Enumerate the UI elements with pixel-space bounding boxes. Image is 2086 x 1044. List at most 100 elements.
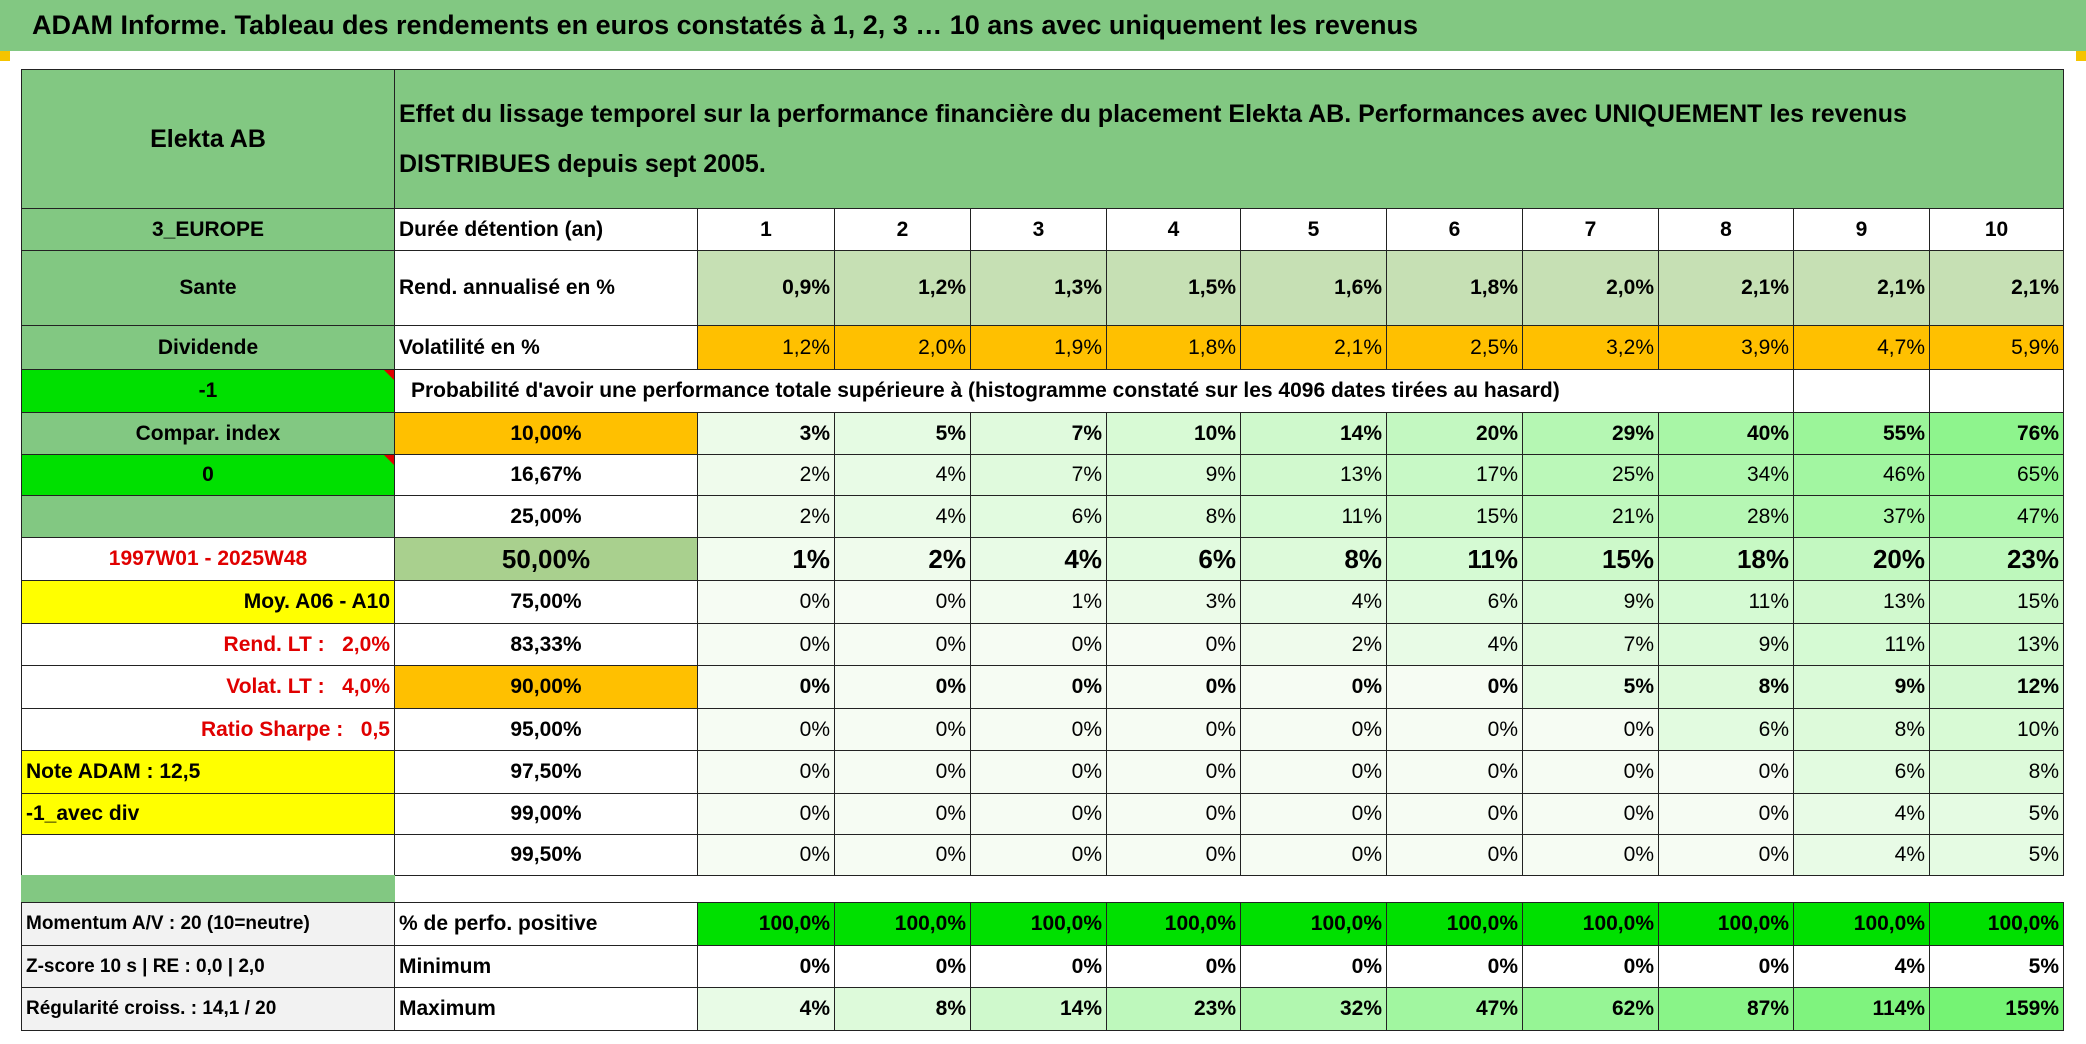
- probability-cell: 21%: [1522, 495, 1659, 538]
- summary-cell: 0%: [1658, 945, 1794, 988]
- probability-cell: 7%: [970, 454, 1107, 496]
- summary-cell: 14%: [970, 987, 1107, 1031]
- data-cell: 1,5%: [1106, 250, 1241, 326]
- row-label: Minimum: [394, 945, 698, 988]
- probability-cell: 8%: [1240, 537, 1387, 581]
- probability-cell: 20%: [1793, 537, 1930, 581]
- data-cell: 6: [1386, 208, 1523, 251]
- probability-cell: 17%: [1386, 454, 1523, 496]
- probability-cell: 18%: [1658, 537, 1794, 581]
- probability-cell: 0%: [834, 708, 971, 751]
- summary-cell: 62%: [1522, 987, 1659, 1031]
- probability-cell: 0%: [834, 834, 971, 876]
- probability-cell: 4%: [834, 495, 971, 538]
- row-label: Volatilité en %: [394, 325, 698, 370]
- probability-cell: 0%: [1240, 708, 1387, 751]
- probability-cell: 0%: [1106, 665, 1241, 709]
- data-cell: 1,8%: [1386, 250, 1523, 326]
- data-cell: 3,2%: [1522, 325, 1659, 370]
- corner-marker: [2076, 51, 2086, 61]
- side-note: -1_avec div: [21, 793, 395, 835]
- probability-cell: 9%: [1522, 580, 1659, 624]
- row-label: Durée détention (an): [394, 208, 698, 251]
- probability-cell: 0%: [834, 580, 971, 624]
- probability-cell: 28%: [1658, 495, 1794, 538]
- summary-cell: 100,0%: [1658, 902, 1794, 946]
- probability-cell: 1%: [970, 580, 1107, 624]
- probability-cell: 11%: [1386, 537, 1523, 581]
- probability-cell: 4%: [834, 454, 971, 496]
- summary-cell: 100,0%: [1106, 902, 1241, 946]
- probability-cell: 11%: [1658, 580, 1794, 624]
- summary-cell: 100,0%: [1522, 902, 1659, 946]
- probability-cell: 8%: [1929, 750, 2064, 794]
- data-cell: 1,9%: [970, 325, 1107, 370]
- probability-cell: 9%: [1106, 454, 1241, 496]
- threshold-label: 50,00%: [394, 537, 698, 581]
- summary-cell: 0%: [697, 945, 835, 988]
- summary-cell: 87%: [1658, 987, 1794, 1031]
- threshold-label: 95,00%: [394, 708, 698, 751]
- probability-cell: 13%: [1929, 623, 2064, 666]
- probability-cell: 0%: [834, 750, 971, 794]
- probability-cell: 5%: [834, 412, 971, 455]
- summary-cell: 0%: [1522, 945, 1659, 988]
- probability-cell: 6%: [970, 495, 1107, 538]
- probability-cell: 0%: [697, 708, 835, 751]
- probability-cell: 0%: [1240, 665, 1387, 709]
- probability-cell: 0%: [1240, 750, 1387, 794]
- side-note: [21, 834, 395, 876]
- probability-cell: 0%: [1386, 793, 1523, 835]
- category-label: Sante: [21, 250, 395, 326]
- summary-cell: 0%: [970, 945, 1107, 988]
- indicator-label: Momentum A/V : 20 (10=neutre): [21, 902, 395, 946]
- probability-cell: 9%: [1793, 665, 1930, 709]
- side-note: 1997W01 - 2025W48: [21, 537, 395, 581]
- probability-cell: 8%: [1106, 495, 1241, 538]
- summary-cell: 100,0%: [834, 902, 971, 946]
- probability-cell: 6%: [1386, 580, 1523, 624]
- probability-cell: 3%: [1106, 580, 1241, 624]
- probability-cell: 0%: [1386, 834, 1523, 876]
- summary-cell: 100,0%: [1793, 902, 1930, 946]
- row-label: % de perfo. positive: [394, 902, 698, 946]
- probability-cell: 0%: [1106, 623, 1241, 666]
- probability-cell: 37%: [1793, 495, 1930, 538]
- probability-cell: 0%: [970, 834, 1107, 876]
- threshold-label: 75,00%: [394, 580, 698, 624]
- probability-cell: 5%: [1929, 834, 2064, 876]
- probability-cell: 3%: [697, 412, 835, 455]
- probability-cell: 15%: [1929, 580, 2064, 624]
- probability-cell: 25%: [1522, 454, 1659, 496]
- data-cell: 9: [1793, 208, 1930, 251]
- side-note: [21, 495, 395, 538]
- probability-cell: 0%: [1522, 708, 1659, 751]
- summary-cell: 8%: [834, 987, 971, 1031]
- side-note: Moy. A06 - A10: [21, 580, 395, 624]
- summary-cell: 100,0%: [1386, 902, 1523, 946]
- threshold-label: 10,00%: [394, 412, 698, 455]
- threshold-label: 99,00%: [394, 793, 698, 835]
- threshold-label: 90,00%: [394, 665, 698, 709]
- probability-cell: 1%: [697, 537, 835, 581]
- data-cell: 1,6%: [1240, 250, 1387, 326]
- summary-cell: 114%: [1793, 987, 1930, 1031]
- side-note: Compar. index: [21, 412, 395, 455]
- probability-cell: 0%: [1522, 793, 1659, 835]
- probability-cell: 20%: [1386, 412, 1523, 455]
- data-cell: 2,1%: [1793, 250, 1930, 326]
- probability-cell: 11%: [1793, 623, 1930, 666]
- empty-cell: [1929, 369, 2064, 413]
- probability-cell: 0%: [834, 623, 971, 666]
- data-cell: 5: [1240, 208, 1387, 251]
- probability-cell: 23%: [1929, 537, 2064, 581]
- probability-cell: 76%: [1929, 412, 2064, 455]
- probability-cell: 11%: [1240, 495, 1387, 538]
- summary-cell: 4%: [697, 987, 835, 1031]
- threshold-label: 97,50%: [394, 750, 698, 794]
- probability-cell: 0%: [1106, 708, 1241, 751]
- probability-cell: 0%: [1106, 750, 1241, 794]
- summary-cell: 0%: [1386, 945, 1523, 988]
- probability-cell: 0%: [970, 665, 1107, 709]
- probability-cell: 47%: [1929, 495, 2064, 538]
